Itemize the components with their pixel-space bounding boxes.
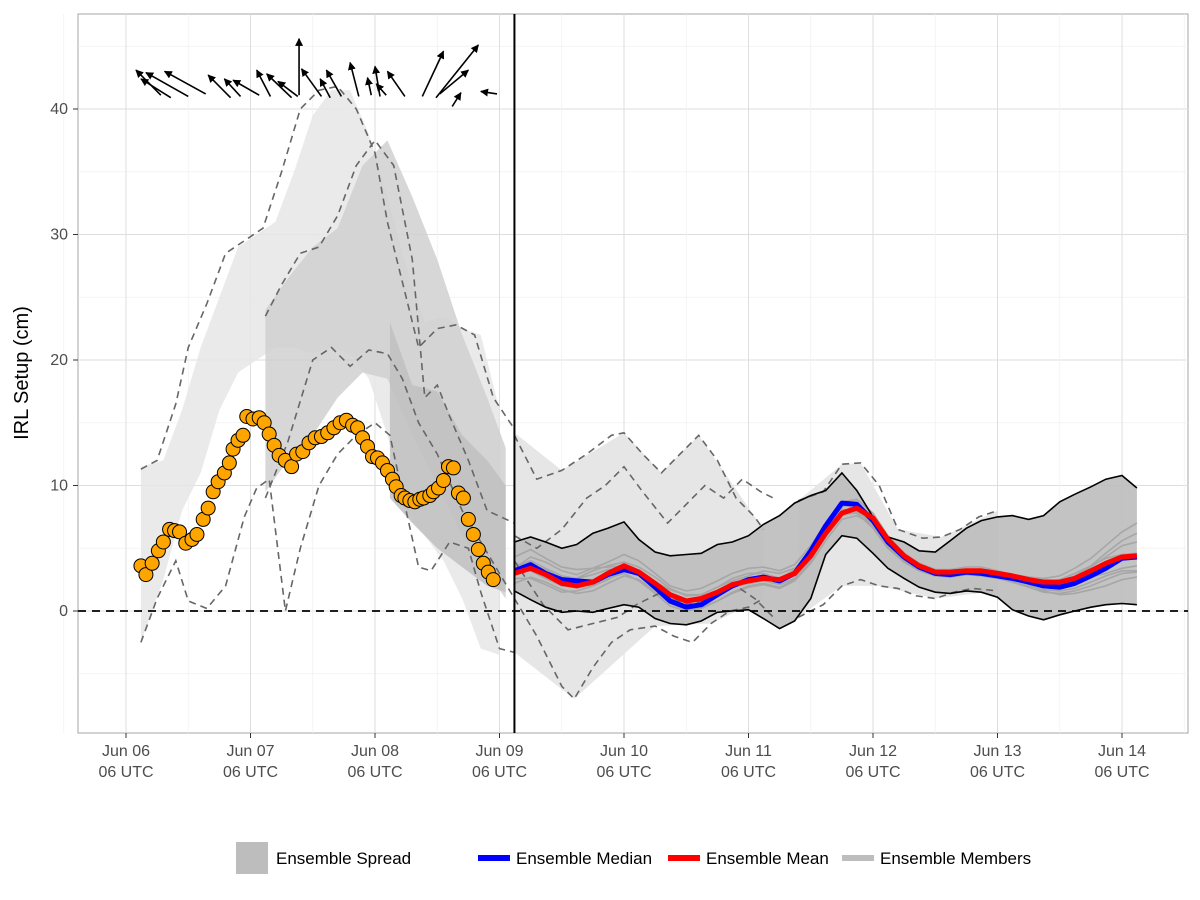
observed-point <box>460 511 476 527</box>
x-tick-label: Jun 10 <box>600 743 648 760</box>
dashed-bound-line <box>797 578 998 619</box>
observed-point <box>172 524 188 540</box>
wind-arrow <box>325 69 343 97</box>
wind-arrow <box>480 88 498 97</box>
x-tick-label: Jun 07 <box>226 743 274 760</box>
x-tick-label: Jun 14 <box>1098 743 1146 760</box>
x-tick-label: Jun 09 <box>475 743 523 760</box>
past-spread-dark-band <box>389 322 506 593</box>
x-tick-label-time: 06 UTC <box>347 764 402 781</box>
dashed-bound-line <box>513 597 764 701</box>
observed-point <box>485 572 501 588</box>
wind-arrow <box>207 74 232 99</box>
wind-arrow <box>435 44 479 99</box>
x-tick-label-time: 06 UTC <box>223 764 278 781</box>
dashed-bound-line <box>264 346 516 599</box>
observed-point <box>284 459 300 475</box>
wind-arrow <box>163 70 207 95</box>
wind-arrow <box>232 79 260 96</box>
wind-arrow <box>421 50 445 97</box>
wind-arrow <box>140 78 172 99</box>
observed-point <box>221 455 237 471</box>
spread-upper-line <box>514 471 1138 557</box>
wind-arrow <box>319 78 331 99</box>
y-tick-label: 0 <box>59 603 68 620</box>
spread-bounds <box>514 471 1138 630</box>
y-axis: 0 10 20 30 40 <box>50 101 78 620</box>
observed-point <box>445 460 461 476</box>
legend-label: Ensemble Members <box>880 849 1031 868</box>
x-tick-label: Jun 06 <box>102 743 150 760</box>
dashed-bound-line <box>140 85 516 470</box>
legend-label: Ensemble Mean <box>706 849 829 868</box>
ensemble-mean <box>513 505 1138 604</box>
wind-arrow <box>256 69 272 97</box>
ensemble-median <box>513 500 1138 610</box>
x-axis: Jun 06 06 UTC Jun 07 06 UTC Jun 08 06 UTC Jun … <box>98 733 1150 781</box>
dashed-bound-line <box>140 421 515 654</box>
wind-arrow <box>348 61 360 97</box>
reference-lines <box>78 14 1188 733</box>
x-tick-label-time: 06 UTC <box>472 764 527 781</box>
dashed-bound-line <box>798 462 998 540</box>
observed-points <box>133 408 501 588</box>
y-tick-label: 40 <box>50 101 68 118</box>
x-tick-label-time: 06 UTC <box>596 764 651 781</box>
x-tick-label: Jun 08 <box>351 743 399 760</box>
wind-arrow <box>451 92 462 107</box>
x-tick-label-time: 06 UTC <box>98 764 153 781</box>
legend: Ensemble Spread Ensemble Median Ensemble M… <box>236 842 1031 874</box>
y-axis-title: IRL Setup (cm) <box>11 306 33 440</box>
wind-arrows <box>135 37 498 107</box>
observed-point <box>155 534 171 550</box>
observed-point <box>189 526 205 542</box>
x-tick-label: Jun 13 <box>973 743 1021 760</box>
observed-point <box>235 427 251 443</box>
wind-arrow <box>375 83 387 96</box>
wind-arrow <box>277 80 299 98</box>
dashed-bound-line <box>264 139 515 524</box>
wind-arrow <box>365 76 373 96</box>
x-tick-label-time: 06 UTC <box>970 764 1025 781</box>
observed-point <box>138 567 154 583</box>
wind-arrow <box>386 70 406 97</box>
wind-arrow <box>145 71 189 98</box>
y-tick-label: 20 <box>50 352 68 369</box>
observed-point <box>144 555 160 571</box>
observed-point <box>200 500 216 516</box>
dashed-bounds <box>140 85 998 701</box>
legend-label: Ensemble Median <box>516 849 652 868</box>
wind-arrow <box>223 78 242 97</box>
x-tick-label-time: 06 UTC <box>1094 764 1149 781</box>
y-tick-label: 10 <box>50 478 68 495</box>
x-tick-label: Jun 11 <box>725 743 772 760</box>
dashed-bound-line <box>514 465 774 550</box>
y-tick-label: 30 <box>50 227 68 244</box>
observed-point <box>435 472 451 488</box>
observed-point <box>455 490 471 506</box>
ensemble-mean-line <box>513 505 1138 604</box>
x-tick-label: Jun 12 <box>849 743 897 760</box>
wind-arrow <box>300 68 323 97</box>
legend-label: Ensemble Spread <box>276 849 411 868</box>
observed-point <box>465 526 481 542</box>
observed-point <box>470 542 486 558</box>
wind-arrow <box>439 69 469 95</box>
x-tick-label-time: 06 UTC <box>721 764 776 781</box>
ensemble-median-line <box>513 500 1138 610</box>
x-tick-label-time: 06 UTC <box>845 764 900 781</box>
spread-lower-line <box>514 534 1137 630</box>
legend-key-spread <box>236 842 268 874</box>
